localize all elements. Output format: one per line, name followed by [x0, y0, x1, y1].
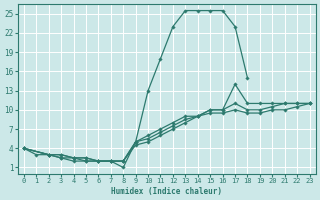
X-axis label: Humidex (Indice chaleur): Humidex (Indice chaleur)	[111, 187, 222, 196]
